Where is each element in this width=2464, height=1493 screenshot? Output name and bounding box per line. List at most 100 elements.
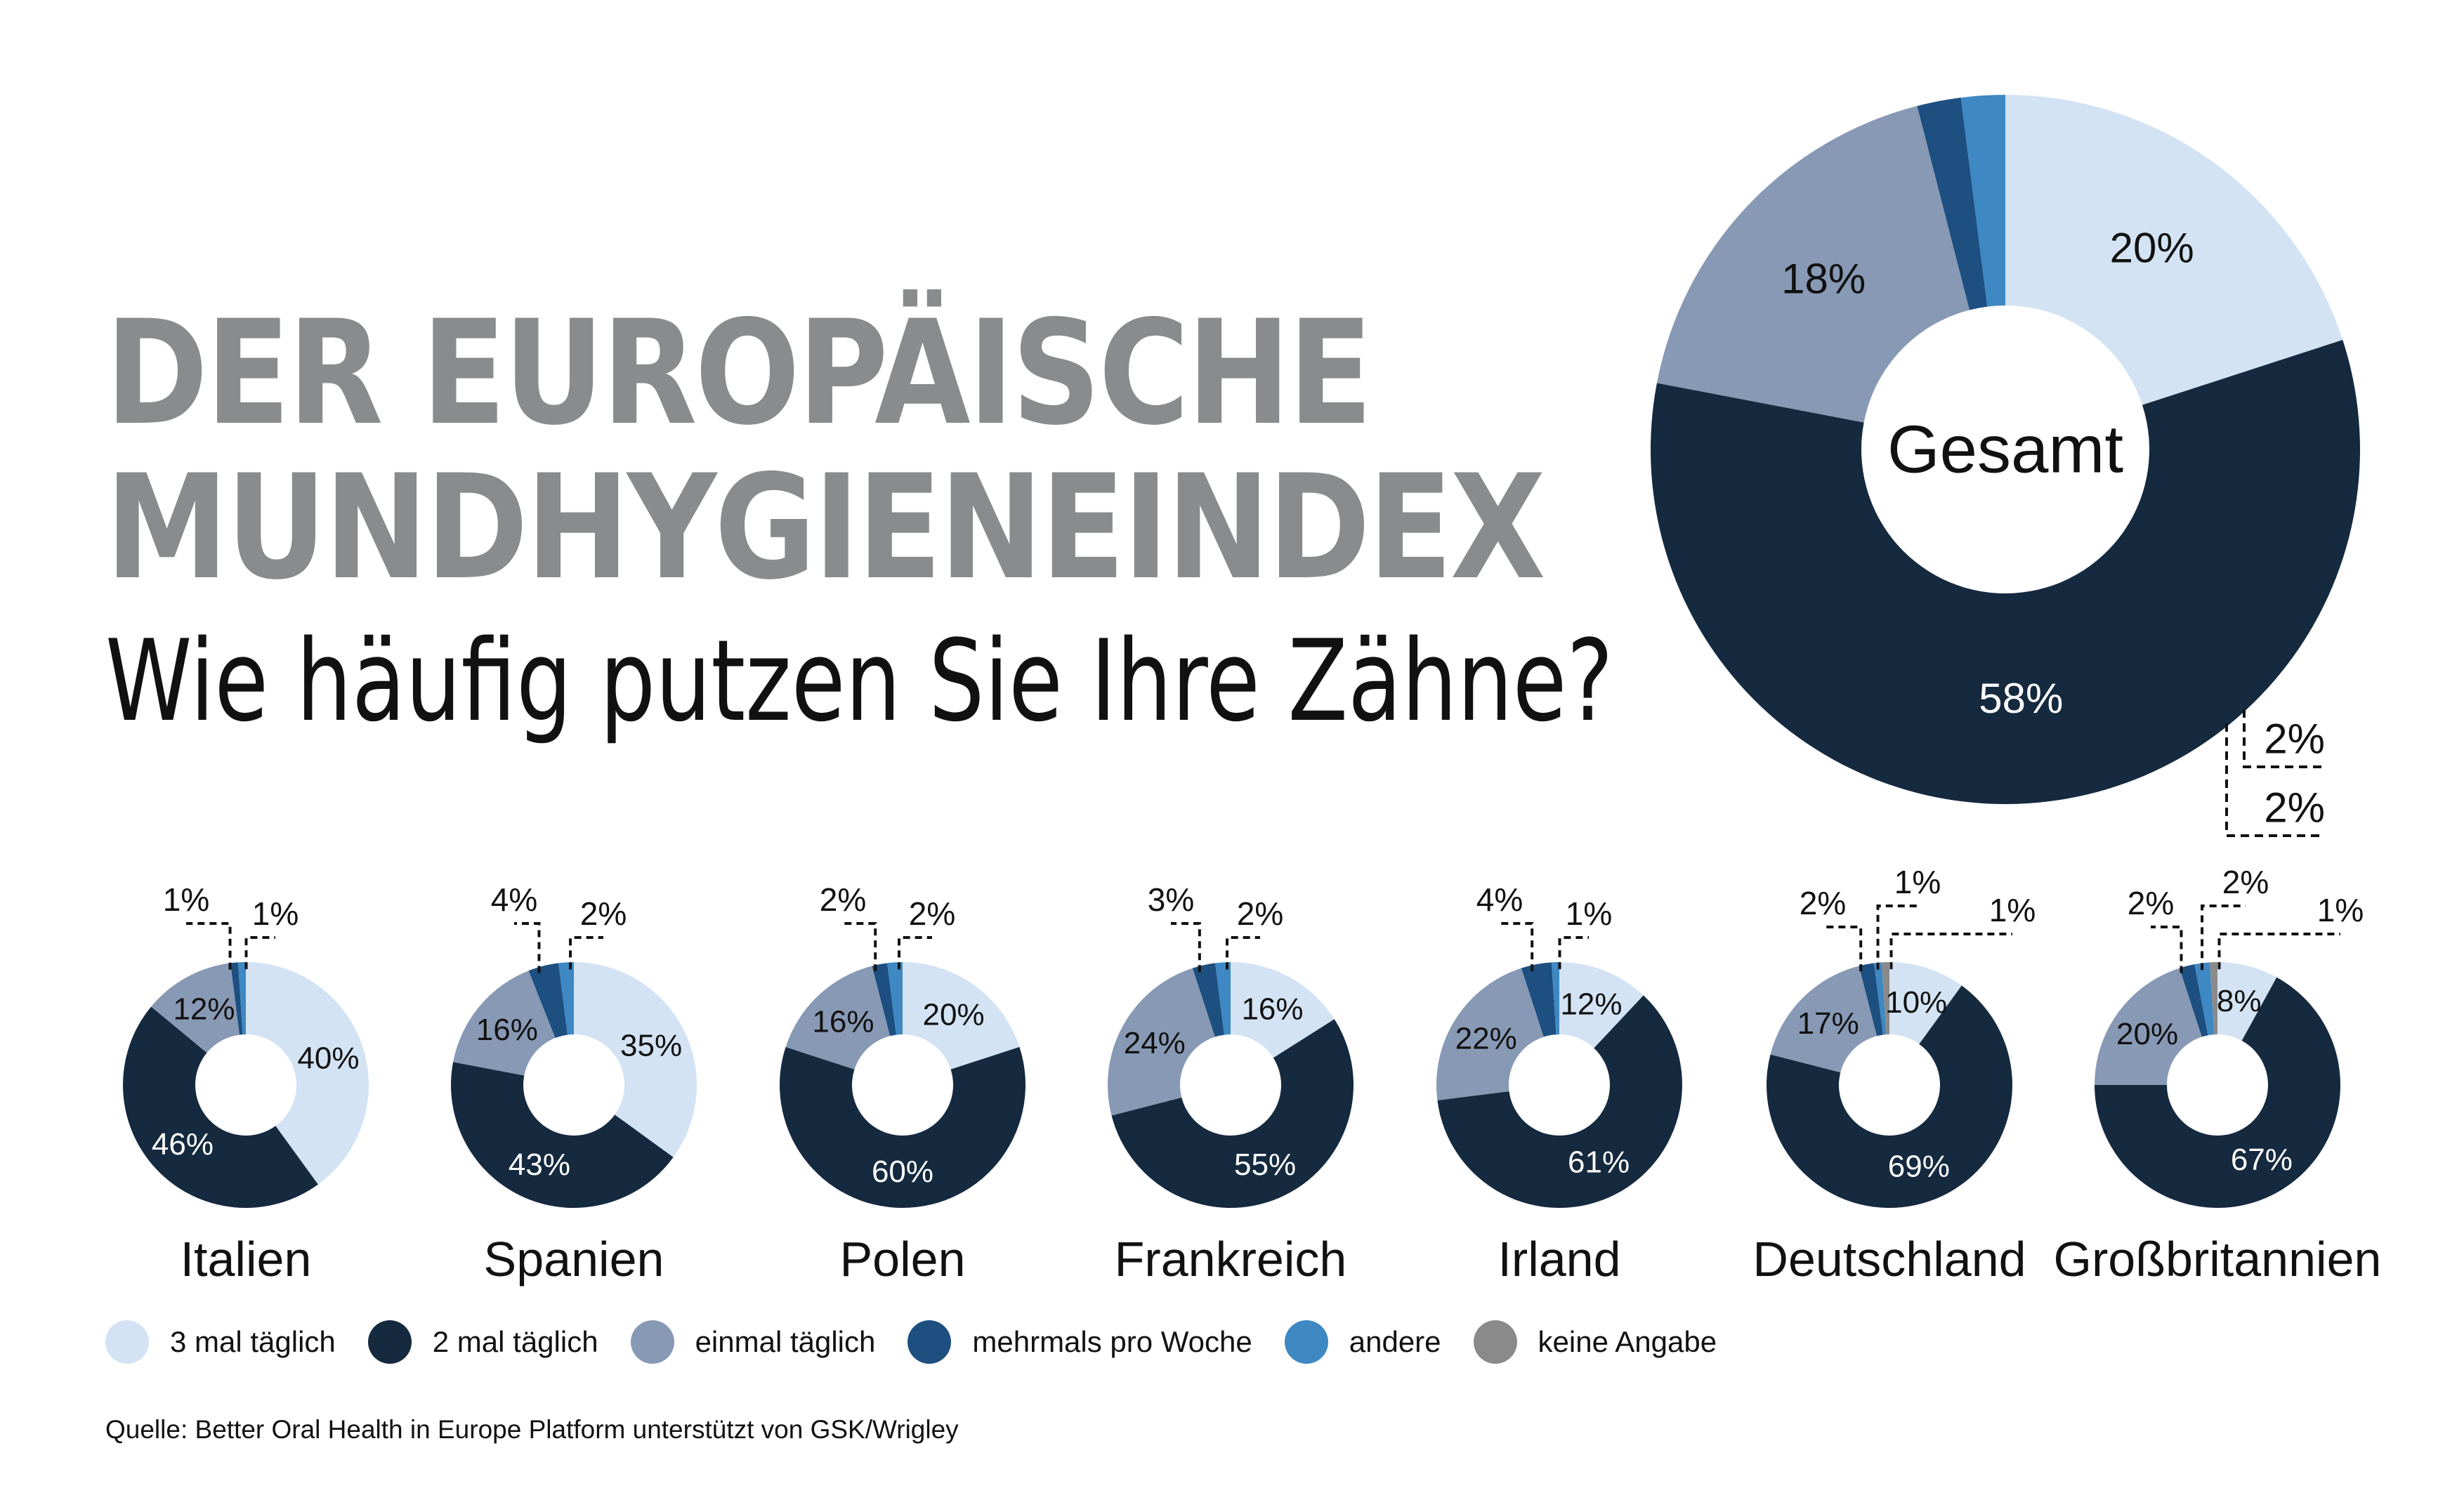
slice-frankreich-2-mal-taeglich — [1111, 1019, 1354, 1208]
slice-label: 16% — [1241, 992, 1303, 1026]
country-label: Großbritannien — [2054, 1232, 2382, 1287]
callout-line — [843, 922, 877, 972]
callout-label: 2% — [2264, 784, 2325, 831]
slice-label: 10% — [1885, 985, 1947, 1020]
legend-item-several-weekly: mehrmals pro Woche — [907, 1320, 1252, 1364]
slice-deutschland-einmal-taeglich — [1770, 966, 1878, 1073]
slice-italien-2-mal-taeglich — [122, 1006, 318, 1209]
callout-line — [186, 922, 232, 970]
slice-spanien-2-mal-taeglich — [451, 1062, 674, 1208]
callout-line — [2243, 709, 2325, 768]
callout-label: 2% — [2222, 864, 2269, 900]
subtitle: Wie häufig putzen Sie Ihre Zähne? — [105, 615, 1613, 746]
title-line-1: DER EUROPÄISCHE — [105, 290, 1372, 457]
legend-label: 3 mal täglich — [170, 1325, 336, 1358]
slice-polen-mehrmals-pro-woche — [872, 963, 896, 1037]
donut-irland: 12% 61% 22% Irland 4% 1% — [1436, 881, 1682, 1287]
slice-deutschland-mehrmals-pro-woche — [1859, 963, 1883, 1037]
slice-label: 40% — [297, 1041, 359, 1075]
slice-label: 60% — [872, 1155, 933, 1189]
slice-polen-3-mal-taeglich — [903, 962, 1020, 1070]
legend-swatch — [367, 1320, 412, 1364]
country-label: Deutschland — [1752, 1232, 2026, 1287]
donut-frankreich: 16% 55% 24% Frankreich 3% 2% — [1108, 881, 1354, 1287]
legend-swatch — [907, 1320, 952, 1364]
legend-item-no-answer: keine Angabe — [1473, 1320, 1717, 1364]
callout-line — [2225, 723, 2325, 837]
slice-label: 18% — [1781, 255, 1866, 302]
donut-polen: 20% 60% 16% Polen 2% 2% — [780, 881, 1025, 1287]
country-label: Spanien — [484, 1232, 664, 1287]
slice-gesamt-3-mal-taeglich — [2005, 95, 2343, 405]
callout-label: 2% — [909, 895, 955, 932]
slice-deutschland-2-mal-taeglich — [1767, 985, 2013, 1209]
slice-grossbritannien-2-mal-taeglich — [2095, 977, 2340, 1209]
slice-label: 61% — [1568, 1145, 1630, 1180]
slice-label: 20% — [2116, 1017, 2178, 1051]
callout-label: 1% — [1566, 895, 1612, 932]
slice-polen-einmal-taeglich — [785, 966, 891, 1070]
legend-label: keine Angabe — [1538, 1325, 1717, 1358]
callout-line — [244, 936, 275, 970]
slice-spanien-mehrmals-pro-woche — [528, 963, 568, 1039]
slice-label: 35% — [620, 1028, 682, 1063]
slice-irland-2-mal-taeglich — [1437, 995, 1682, 1208]
slice-irland-3-mal-taeglich — [1559, 962, 1644, 1048]
slice-grossbritannien-mehrmals-pro-woche — [2179, 964, 2208, 1037]
slice-label: 67% — [2231, 1143, 2293, 1177]
slice-grossbritannien-einmal-taeglich — [2095, 968, 2202, 1085]
slice-deutschland-andere — [1874, 962, 1887, 1035]
callout-line — [569, 936, 603, 970]
slice-irland-andere — [1552, 962, 1559, 1035]
slice-spanien-einmal-taeglich — [453, 971, 556, 1076]
slice-grossbritannien-3-mal-taeglich — [2217, 962, 2277, 1041]
slice-deutschland-3-mal-taeglich — [1889, 961, 1962, 1044]
callout-label: 2% — [2128, 885, 2174, 921]
legend-item-3x-daily: 3 mal täglich — [105, 1320, 336, 1364]
slice-italien-einmal-taeglich — [151, 963, 240, 1053]
slice-label: 22% — [1455, 1021, 1517, 1055]
slice-grossbritannien-keine-angabe — [2210, 962, 2217, 1035]
legend-swatch — [105, 1320, 149, 1364]
slice-label: 69% — [1888, 1150, 1950, 1184]
slice-frankreich-3-mal-taeglich — [1231, 962, 1335, 1058]
slice-label: 12% — [173, 992, 235, 1026]
donut-gesamt: 20% 58% 18% Gesamt 2% 2% — [1650, 95, 2360, 837]
slice-label: 58% — [1979, 675, 2063, 722]
slice-label: 43% — [509, 1147, 570, 1182]
callout-label: 3% — [1148, 881, 1194, 918]
slice-label: 12% — [1560, 987, 1622, 1022]
callout-line — [514, 922, 541, 973]
donut-spanien: 35% 43% 16% Spanien 4% 2% — [451, 881, 697, 1287]
legend-item-once-daily: einmal täglich — [630, 1320, 876, 1364]
legend-label: 2 mal täglich — [432, 1325, 598, 1358]
slice-italien-mehrmals-pro-woche — [230, 962, 243, 1035]
slice-irland-einmal-taeglich — [1436, 968, 1544, 1100]
slice-spanien-andere — [558, 962, 574, 1035]
slice-spanien-3-mal-taeglich — [574, 962, 697, 1157]
callout-line — [1876, 905, 1918, 970]
slice-gesamt-2-mal-taeglich — [1650, 339, 2360, 804]
donut-deutschland: 10% 69% 17% Deutschland 2% 1% 1% — [1752, 864, 2036, 1287]
legend-label: mehrmals pro Woche — [972, 1325, 1252, 1358]
country-label: Frankreich — [1115, 1232, 1347, 1287]
callout-line — [1558, 936, 1589, 970]
country-label: Polen — [839, 1232, 965, 1287]
country-label: Irland — [1498, 1232, 1620, 1287]
slice-gesamt-andere — [1960, 95, 2005, 307]
legend-swatch — [630, 1320, 674, 1364]
slice-label: 20% — [923, 998, 985, 1032]
slice-gesamt-einmal-taeglich — [1656, 105, 1970, 423]
slice-frankreich-andere — [1215, 962, 1231, 1035]
legend-label: einmal täglich — [695, 1325, 876, 1358]
slice-label: 24% — [1124, 1026, 1186, 1060]
donut-grossbritannien: 8% 67% 20% Großbritannien 2% 2% 1% — [2054, 864, 2382, 1287]
callout-label: 1% — [1894, 864, 1941, 900]
slice-italien-3-mal-taeglich — [246, 962, 369, 1185]
callout-line — [1226, 936, 1260, 970]
callout-label: 1% — [2317, 892, 2364, 928]
legend-label: andere — [1349, 1325, 1441, 1358]
legend-item-2x-daily: 2 mal täglich — [367, 1320, 598, 1364]
legend-swatch — [1284, 1320, 1328, 1364]
